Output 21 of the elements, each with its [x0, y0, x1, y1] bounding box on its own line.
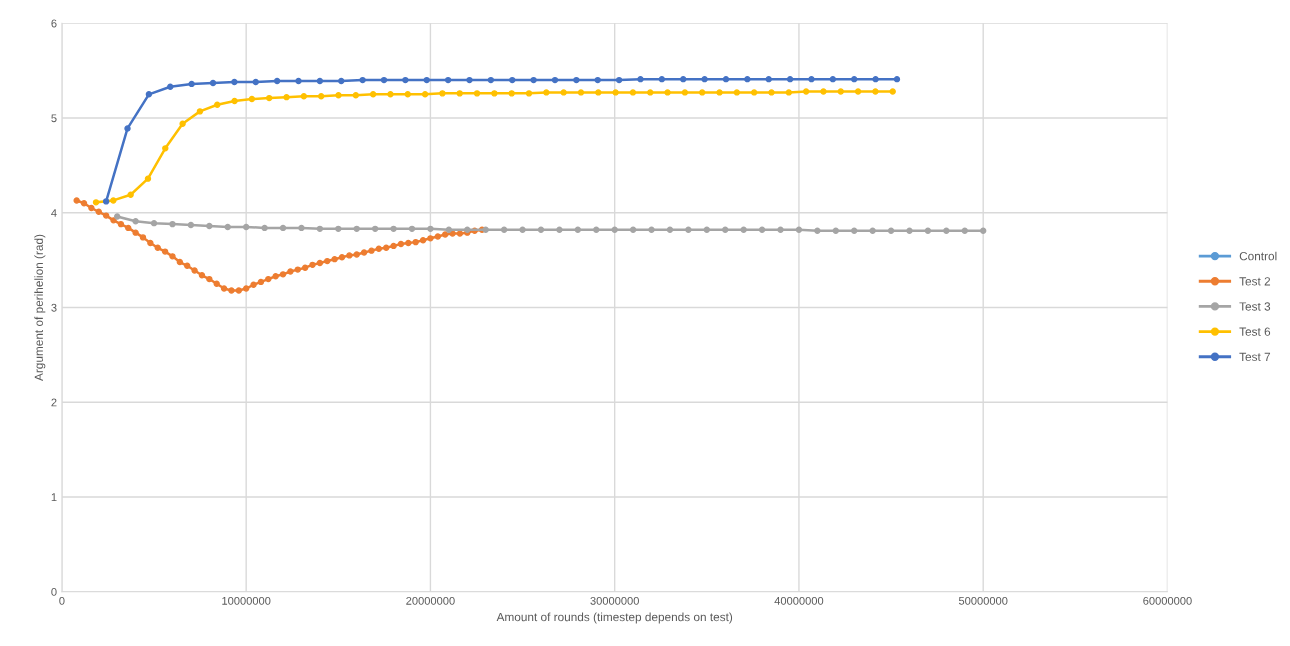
x-tick-label: 30000000: [590, 596, 639, 605]
legend-label: Test 2: [1239, 277, 1271, 286]
y-tick-label: 1: [51, 493, 57, 502]
legend-label: Test 6: [1239, 327, 1271, 336]
y-tick-label: 4: [51, 209, 57, 217]
x-tick-label: 0: [59, 596, 65, 605]
x-axis-title: Amount of rounds (timestep depends on test): [496, 612, 733, 624]
x-tick-label: 20000000: [406, 596, 455, 605]
y-tick-label: 5: [51, 114, 57, 123]
y-axis-title: Argument of perihelion (rad): [34, 234, 46, 381]
legend-label: Test 7: [1239, 352, 1271, 362]
y-tick-label: 2: [51, 398, 57, 407]
x-tick-label: 40000000: [774, 596, 824, 605]
y-tick-label: 6: [51, 19, 57, 28]
x-tick-label: 60000000: [1143, 596, 1192, 605]
legend-label: Test 3: [1239, 302, 1271, 311]
y-tick-label: 3: [51, 303, 57, 312]
legend-label: Control: [1239, 251, 1277, 261]
x-tick-label: 50000000: [958, 596, 1008, 605]
x-tick-label: 10000000: [222, 596, 271, 605]
y-tick-label: 0: [51, 588, 57, 596]
